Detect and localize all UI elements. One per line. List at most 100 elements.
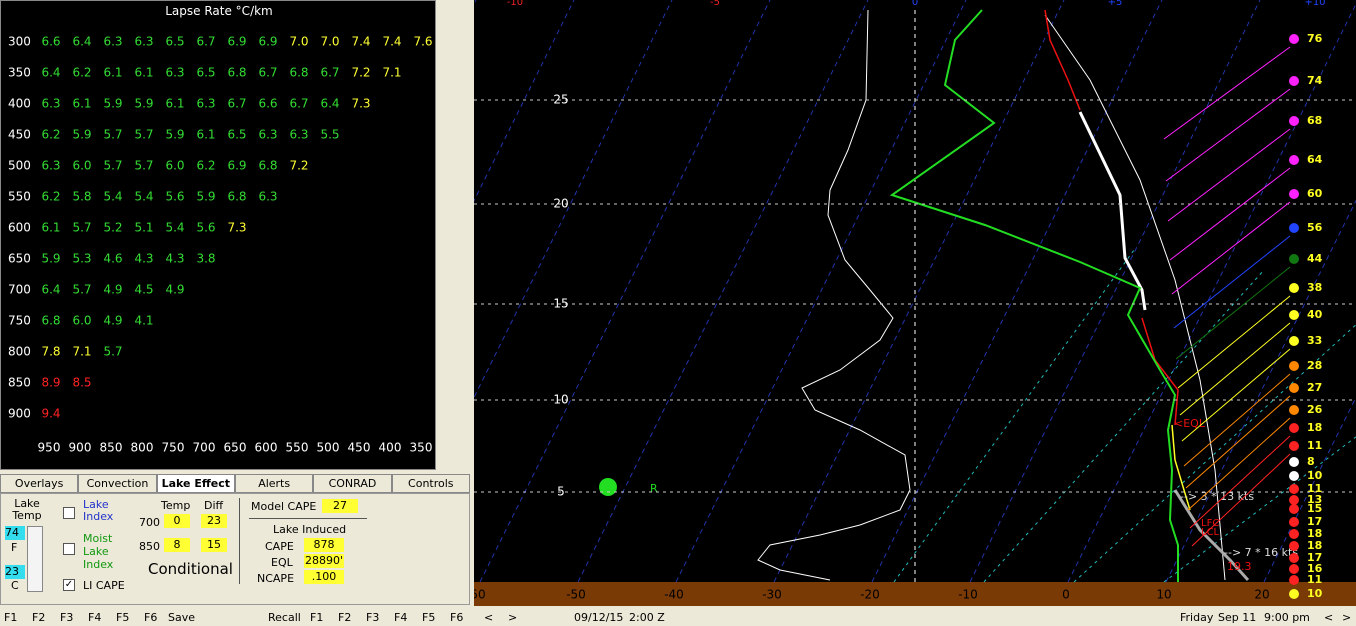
lapse-rate-value: 5.5 <box>320 128 339 142</box>
nav-next[interactable]: > <box>1342 611 1352 624</box>
lapse-rate-value: 5.9 <box>165 128 184 142</box>
wind-dot <box>1289 254 1299 264</box>
pressure-level: 750 <box>8 314 31 328</box>
tab[interactable]: Controls <box>391 474 470 493</box>
lapse-rate-value: 5.1 <box>134 221 153 235</box>
temp-spinner[interactable] <box>27 526 43 592</box>
wind-barb <box>1183 373 1291 467</box>
wind-barb <box>1187 417 1291 511</box>
function-key[interactable]: F2 <box>32 611 46 624</box>
lapse-rate-value: 5.7 <box>103 159 122 173</box>
wind-label: 10 <box>1307 469 1323 482</box>
wind-barb <box>1165 88 1291 182</box>
function-key[interactable]: F6 <box>144 611 158 624</box>
tab[interactable]: Overlays <box>0 474 79 493</box>
function-key[interactable]: F5 <box>422 611 436 624</box>
lapse-rate-value: 5.4 <box>134 190 153 204</box>
wind-label: 8 <box>1307 455 1315 468</box>
li-cape-checkbox[interactable]: ✓ <box>63 579 75 591</box>
diff-value: 23 <box>201 514 227 528</box>
function-key[interactable]: F4 <box>394 611 408 624</box>
isotherm <box>577 0 869 583</box>
column-level: 750 <box>162 441 185 455</box>
wind-label: 17 <box>1307 515 1322 528</box>
function-key[interactable]: F1 <box>4 611 18 624</box>
height-tick-label: 20 <box>553 197 568 211</box>
bottom-tick-label: -40 <box>664 588 684 602</box>
function-key[interactable]: F5 <box>116 611 130 624</box>
wind-label: 10 <box>1307 587 1323 600</box>
wind-dot <box>1289 361 1299 371</box>
sounding-plot: R <EQL LFC LCL --> 3 * 13 kts --> 7 * 16… <box>474 0 1356 606</box>
lapse-rate-value: 6.2 <box>196 159 215 173</box>
function-key[interactable]: F3 <box>60 611 74 624</box>
diff-value: 15 <box>201 538 227 552</box>
wind-dot <box>1289 484 1299 494</box>
wind-barb <box>1179 322 1291 416</box>
column-level: 650 <box>224 441 247 455</box>
lapse-rate-value: 6.3 <box>289 128 308 142</box>
lapse-rate-value: 7.3 <box>351 97 370 111</box>
lapse-rate-value: 5.9 <box>103 97 122 111</box>
wind-dot <box>1289 457 1299 467</box>
lake-temp-label: Lake Temp <box>12 497 42 522</box>
wind-dot <box>1289 383 1299 393</box>
lapse-rate-value: 6.0 <box>72 314 91 328</box>
lapse-rate-value: 5.7 <box>134 128 153 142</box>
pressure-level: 850 <box>8 376 31 390</box>
height-tick-label: 10 <box>553 393 568 407</box>
function-key[interactable]: F2 <box>338 611 352 624</box>
tab[interactable]: Convection <box>78 474 157 493</box>
column-level: 500 <box>317 441 340 455</box>
lapse-rate-value: 6.3 <box>196 97 215 111</box>
nav-next[interactable]: > <box>508 611 518 624</box>
temp-c[interactable]: 23 <box>5 565 25 579</box>
save-button[interactable]: Save <box>168 611 196 624</box>
wind-barb <box>1167 128 1291 222</box>
tab[interactable]: CONRAD <box>313 474 392 493</box>
divider <box>239 498 240 584</box>
lapse-rate-value: 7.2 <box>351 66 370 80</box>
lapse-rate-value: 4.3 <box>165 252 184 266</box>
recall-button[interactable]: Recall <box>268 611 301 624</box>
lapse-rate-value: 4.9 <box>103 314 122 328</box>
tab[interactable]: Alerts <box>234 474 314 493</box>
ncape: .100 <box>304 570 344 584</box>
function-key[interactable]: F4 <box>88 611 102 624</box>
lapse-rate-value: 4.9 <box>165 283 184 297</box>
temp-f[interactable]: 74 <box>5 526 25 540</box>
adiabat <box>1163 436 1356 583</box>
divider <box>249 518 367 519</box>
lapse-rate-value: 6.4 <box>41 66 60 80</box>
lapse-rate-value: 6.2 <box>41 190 60 204</box>
function-key[interactable]: F1 <box>310 611 324 624</box>
model-cape: 27 <box>322 499 358 513</box>
parcel-line <box>1044 14 1226 581</box>
nav-prev[interactable]: < <box>484 611 494 624</box>
wind-dot <box>1289 423 1299 433</box>
lapse-rate-value: 7.4 <box>351 35 370 49</box>
pressure-level: 450 <box>8 128 31 142</box>
lapse-rate-value: 6.8 <box>41 314 60 328</box>
tab[interactable]: Lake Effect <box>156 474 235 493</box>
radar-marker: R <box>650 482 658 495</box>
wind-label: 26 <box>1307 403 1323 416</box>
surface-parcel-line <box>1173 489 1250 582</box>
storm-motion: --> 3 * 13 kts <box>1180 490 1254 503</box>
ground <box>474 582 1356 606</box>
function-key[interactable]: F3 <box>366 611 380 624</box>
wind-dot <box>1289 553 1299 563</box>
wind-label: 18 <box>1307 527 1322 540</box>
wind-label: 13 <box>1307 493 1322 506</box>
lapse-rate-value: 5.2 <box>103 221 122 235</box>
column-level: 700 <box>193 441 216 455</box>
wind-label: 11 <box>1307 573 1322 586</box>
lapse-rate-value: 7.1 <box>382 66 401 80</box>
wind-barb <box>1181 348 1291 442</box>
lake-index-checkbox[interactable] <box>63 507 75 519</box>
nav-prev[interactable]: < <box>1324 611 1334 624</box>
wind-barb <box>1185 395 1291 489</box>
function-key[interactable]: F6 <box>450 611 464 624</box>
lapse-rate-value: 6.2 <box>41 128 60 142</box>
moist-index-checkbox[interactable] <box>63 543 75 555</box>
